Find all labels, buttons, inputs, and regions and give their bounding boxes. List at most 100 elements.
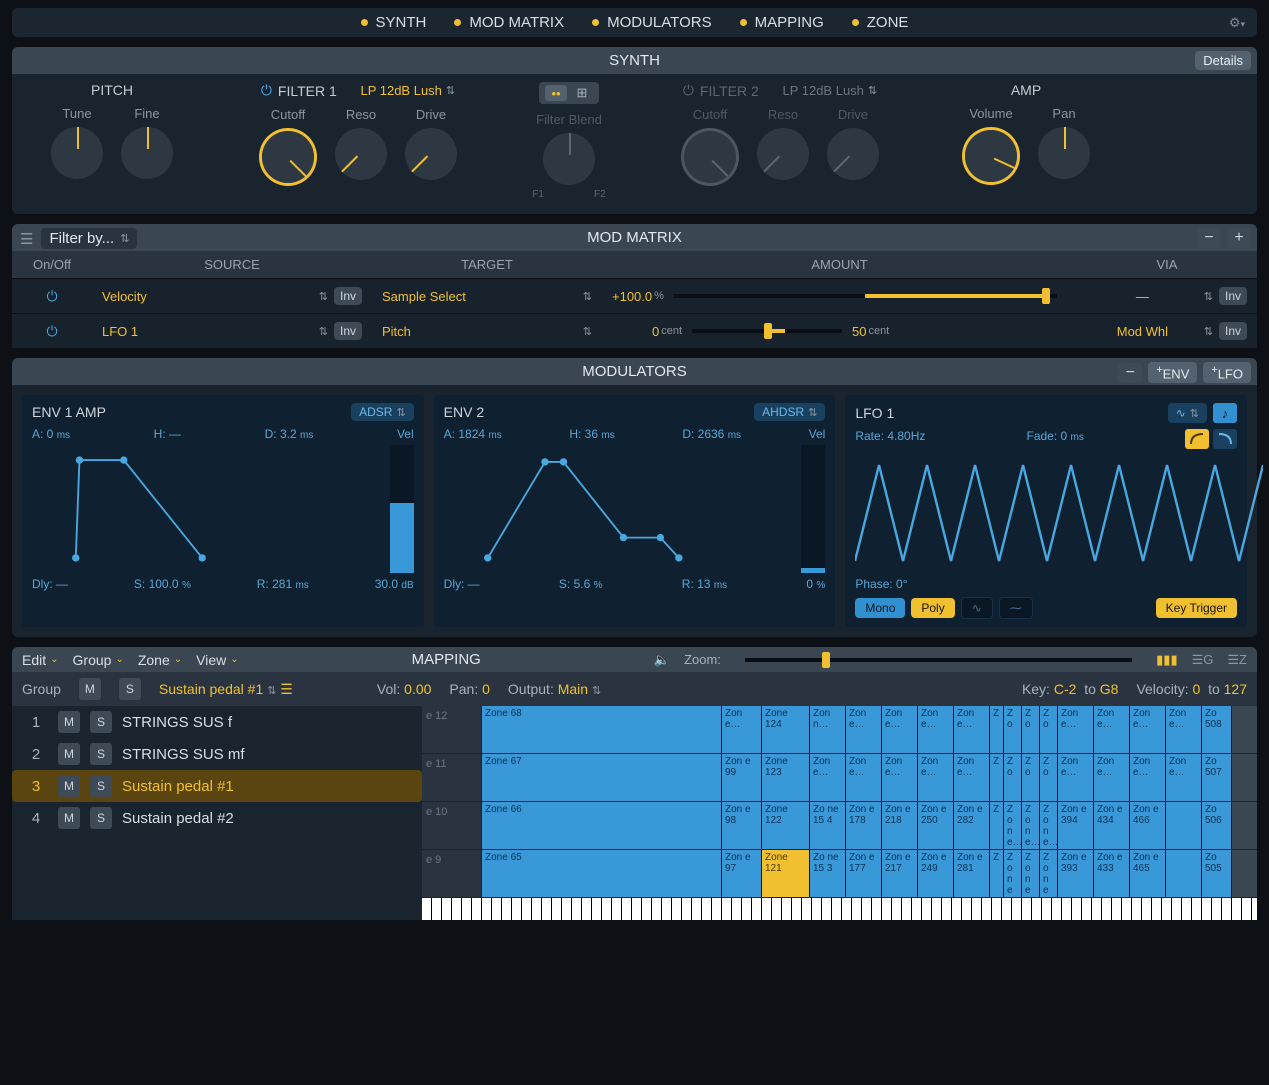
- vel-slider[interactable]: [390, 445, 414, 573]
- plus-button[interactable]: +: [1227, 228, 1251, 248]
- add-lfo-button[interactable]: +LFO: [1203, 362, 1251, 383]
- zoom-slider[interactable]: [745, 658, 1132, 662]
- tab-synth[interactable]: SYNTH: [361, 14, 427, 31]
- solo-button[interactable]: S: [90, 711, 112, 733]
- lfo-wave-select[interactable]: ∿ ⇅: [1168, 403, 1207, 423]
- zone-cell[interactable]: Zon e 466: [1130, 802, 1166, 849]
- curve-out-icon[interactable]: [1213, 429, 1237, 449]
- zone-cell[interactable]: Zon e 393: [1058, 850, 1094, 897]
- solo-button[interactable]: S: [90, 807, 112, 829]
- solo-button[interactable]: S: [90, 775, 112, 797]
- zone-cell[interactable]: Zon e…: [1130, 754, 1166, 801]
- zone-cell[interactable]: Zon e 178: [846, 802, 882, 849]
- zone-cell[interactable]: Zone 121: [762, 850, 810, 897]
- tab-mod-matrix[interactable]: MOD MATRIX: [454, 14, 564, 31]
- drive1-knob[interactable]: [405, 128, 457, 180]
- group-menu[interactable]: Group⌄: [73, 652, 124, 668]
- inv-button[interactable]: Inv: [1219, 287, 1247, 305]
- list-icon[interactable]: ☰: [20, 230, 33, 248]
- zone-cell[interactable]: Zon n…: [810, 706, 846, 753]
- zone-cell[interactable]: Zon e…: [954, 706, 990, 753]
- env1-mode-select[interactable]: ADSR⇅: [351, 403, 414, 421]
- filter-routing[interactable]: ••⊞: [539, 82, 599, 104]
- via-select[interactable]: —: [1087, 289, 1198, 304]
- zone-menu[interactable]: Zone⌄: [138, 652, 182, 668]
- zone-cell[interactable]: Zo ne 15 3: [810, 850, 846, 897]
- zone-cell[interactable]: Zon e 433: [1094, 850, 1130, 897]
- zone-cell[interactable]: Z: [990, 802, 1004, 849]
- pan-knob[interactable]: [1038, 127, 1090, 179]
- zone-cell[interactable]: Zo 505: [1202, 850, 1232, 897]
- zone-cell[interactable]: Zon e…: [1130, 706, 1166, 753]
- zone-cell[interactable]: Zone 122: [762, 802, 810, 849]
- zone-cell[interactable]: Z o: [1022, 754, 1040, 801]
- edit-menu[interactable]: Edit⌄: [22, 652, 59, 668]
- zone-cell[interactable]: Zon e…: [918, 706, 954, 753]
- zone-cell[interactable]: Zon e…: [1094, 754, 1130, 801]
- zone-cell[interactable]: [1166, 850, 1202, 897]
- zone-cell[interactable]: Zon e 434: [1094, 802, 1130, 849]
- details-button[interactable]: Details: [1195, 51, 1251, 70]
- zone-cell[interactable]: Zon e…: [882, 754, 918, 801]
- zone-cell[interactable]: Zon e…: [1058, 706, 1094, 753]
- zone-cell[interactable]: Zon e 97: [722, 850, 762, 897]
- mute-button[interactable]: M: [79, 678, 101, 700]
- zone-cell[interactable]: Zone 66: [482, 802, 722, 849]
- zone-cell[interactable]: Z o n e 3: [1040, 850, 1058, 897]
- vel-slider[interactable]: [801, 445, 825, 573]
- solo-button[interactable]: S: [90, 743, 112, 765]
- note-sync-icon[interactable]: ♪: [1213, 403, 1237, 423]
- wave-opt-icon[interactable]: ∿: [961, 597, 993, 619]
- inv-button[interactable]: Inv: [1219, 322, 1247, 340]
- zone-cell[interactable]: Zon e 282: [954, 802, 990, 849]
- zone-cell[interactable]: Z o n e 3: [1022, 850, 1040, 897]
- add-env-button[interactable]: +ENV: [1148, 362, 1197, 383]
- zone-cell[interactable]: Zon e 177: [846, 850, 882, 897]
- zone-cell[interactable]: Zon e…: [1094, 706, 1130, 753]
- gear-icon[interactable]: ⚙▾: [1229, 15, 1245, 31]
- zone-cell[interactable]: Zone 68: [482, 706, 722, 753]
- env2-graph[interactable]: [444, 449, 794, 569]
- mute-button[interactable]: M: [58, 711, 80, 733]
- cutoff2-knob[interactable]: [681, 128, 739, 186]
- group-row[interactable]: 3MSSustain pedal #1: [12, 770, 422, 802]
- zone-cell[interactable]: Zon e…: [846, 754, 882, 801]
- zone-cell[interactable]: Zon e 218: [882, 802, 918, 849]
- pan-value[interactable]: 0: [482, 681, 490, 697]
- zone-cell[interactable]: Z o n e…: [1004, 802, 1022, 849]
- source-select[interactable]: Velocity: [102, 289, 313, 304]
- filter1-power-icon[interactable]: ⏻: [261, 82, 272, 99]
- zone-cell[interactable]: Zon e…: [810, 754, 846, 801]
- fine-knob[interactable]: [121, 127, 173, 179]
- row-power-icon[interactable]: ⏻: [46, 288, 57, 304]
- zone-cell[interactable]: Zone 123: [762, 754, 810, 801]
- zone-cell[interactable]: Z o: [1040, 706, 1058, 753]
- amount-slider[interactable]: [674, 294, 1057, 298]
- minus-button[interactable]: −: [1197, 228, 1221, 248]
- zone-cell[interactable]: Zone 65: [482, 850, 722, 897]
- group-row[interactable]: 4MSSustain pedal #2: [12, 802, 422, 834]
- row-power-icon[interactable]: ⏻: [46, 323, 57, 339]
- zone-cell[interactable]: Z o: [1004, 754, 1022, 801]
- filter1-type-select[interactable]: LP 12dB Lush⇅: [360, 83, 455, 98]
- view-menu[interactable]: View⌄: [196, 652, 238, 668]
- zone-cell[interactable]: Zo ne 15 4: [810, 802, 846, 849]
- group-row[interactable]: 2MSSTRINGS SUS mf: [12, 738, 422, 770]
- zone-cell[interactable]: Zo 506: [1202, 802, 1232, 849]
- zone-cell[interactable]: Zon e…: [882, 706, 918, 753]
- zone-cell[interactable]: Zon e 281: [954, 850, 990, 897]
- source-select[interactable]: LFO 1: [102, 324, 313, 339]
- zone-cell[interactable]: Zon e 465: [1130, 850, 1166, 897]
- zone-cell[interactable]: Zone 67: [482, 754, 722, 801]
- view-keys-icon[interactable]: ▮▮▮: [1156, 652, 1177, 668]
- zone-cell[interactable]: Zone 124: [762, 706, 810, 753]
- inv-button[interactable]: Inv: [334, 287, 362, 305]
- zone-cell[interactable]: Zon e…: [954, 754, 990, 801]
- group-name-select[interactable]: Sustain pedal #1 ⇅ ☰: [159, 681, 359, 698]
- poly-button[interactable]: Poly: [911, 598, 954, 618]
- zone-cell[interactable]: Z: [990, 850, 1004, 897]
- zone-cell[interactable]: Zo 508: [1202, 706, 1232, 753]
- vol-value[interactable]: 0.00: [404, 681, 431, 697]
- zone-cell[interactable]: Z o n e…: [1022, 802, 1040, 849]
- minus-button[interactable]: −: [1118, 363, 1142, 383]
